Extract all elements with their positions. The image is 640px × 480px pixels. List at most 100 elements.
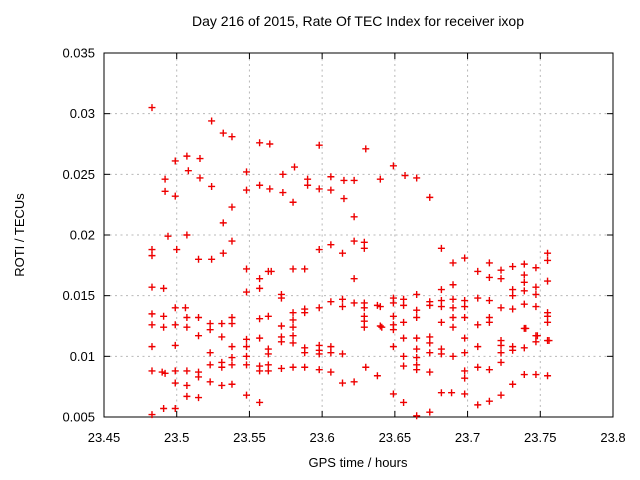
data-point-marker [360, 238, 368, 246]
data-point-marker [533, 332, 541, 340]
data-point-marker [171, 341, 179, 349]
data-point-marker [449, 295, 457, 303]
data-point-marker [171, 321, 179, 329]
data-point-marker [449, 259, 457, 267]
data-point-marker [289, 316, 297, 324]
data-point-marker [461, 334, 469, 342]
data-point-marker [461, 390, 469, 398]
data-point-marker [461, 349, 469, 357]
data-point-marker [327, 368, 335, 376]
data-point-marker [544, 249, 552, 257]
data-point-marker [474, 343, 482, 351]
data-point-marker [520, 344, 528, 352]
data-point-marker [509, 380, 517, 388]
data-point-marker [389, 312, 397, 320]
data-point-marker [474, 321, 482, 329]
data-point-marker [183, 231, 191, 239]
data-point-marker [256, 334, 264, 342]
data-point-marker [206, 361, 214, 369]
y-tick-label: 0.01 [70, 349, 95, 364]
data-point-marker [449, 304, 457, 312]
data-point-marker [315, 185, 323, 193]
data-point-marker [228, 320, 236, 328]
data-point-marker [195, 394, 203, 402]
data-point-marker [544, 277, 552, 285]
data-point-marker [243, 265, 251, 273]
data-point-marker [195, 255, 203, 263]
data-point-marker [315, 304, 323, 312]
data-point-marker [437, 350, 445, 358]
data-point-marker [413, 366, 421, 374]
data-point-marker [497, 304, 505, 312]
data-point-marker [426, 339, 434, 347]
data-point-marker [362, 363, 370, 371]
data-point-marker [148, 343, 156, 351]
data-point-marker [426, 349, 434, 357]
data-point-marker [376, 303, 384, 311]
data-point-marker [208, 117, 216, 125]
data-point-marker [315, 350, 323, 358]
data-point-marker [497, 391, 505, 399]
data-point-marker [228, 354, 236, 362]
data-point-marker [474, 401, 482, 409]
data-point-marker [266, 185, 274, 193]
data-point-marker [228, 380, 236, 388]
data-point-marker [461, 297, 469, 305]
data-point-marker [243, 391, 251, 399]
data-point-marker [304, 175, 312, 183]
data-point-marker [520, 371, 528, 379]
data-point-marker [360, 323, 368, 331]
data-point-marker [228, 314, 236, 322]
data-point-marker [160, 405, 168, 413]
data-point-marker [339, 303, 347, 311]
data-point-marker [184, 167, 192, 175]
data-point-marker [289, 198, 297, 206]
data-point-marker [206, 349, 214, 357]
y-tick-label: 0.02 [70, 228, 95, 243]
y-axis-label: ROTI / TECUs [12, 193, 27, 277]
data-point-marker [497, 341, 505, 349]
data-point-marker [400, 362, 408, 370]
data-point-marker [360, 244, 368, 252]
data-point-marker [256, 181, 264, 189]
data-point-marker [164, 232, 172, 240]
data-point-marker [277, 294, 285, 302]
data-point-marker [340, 176, 348, 184]
data-point-marker [509, 305, 517, 313]
x-tick-label: 23.65 [379, 430, 412, 445]
data-point-marker [509, 286, 517, 294]
data-point-marker [437, 297, 445, 305]
data-point-marker [228, 361, 236, 369]
data-point-marker [243, 343, 251, 351]
data-point-marker [474, 294, 482, 302]
data-point-marker [279, 170, 287, 178]
data-point-marker [426, 368, 434, 376]
data-point-marker [218, 320, 226, 328]
data-point-marker [350, 299, 358, 307]
data-point-marker [243, 168, 251, 176]
data-point-marker [461, 303, 469, 311]
data-point-marker [497, 358, 505, 366]
data-point-marker [437, 244, 445, 252]
data-point-marker [148, 367, 156, 375]
data-point-marker [183, 381, 191, 389]
data-point-marker [301, 363, 309, 371]
x-axis-label: GPS time / hours [309, 455, 408, 470]
y-tick-label: 0.025 [62, 167, 95, 182]
data-point-marker [171, 379, 179, 387]
data-point-marker [389, 162, 397, 170]
data-point-marker [289, 309, 297, 317]
x-tick-label: 23.6 [309, 430, 334, 445]
data-point-marker [545, 337, 553, 345]
data-point-marker [243, 352, 251, 360]
data-point-marker [160, 284, 168, 292]
data-point-marker [485, 397, 493, 405]
data-point-marker [461, 367, 469, 375]
data-point-marker [183, 367, 191, 375]
data-point-marker [389, 390, 397, 398]
data-point-marker [426, 408, 434, 416]
data-point-marker [401, 172, 409, 180]
data-point-marker [413, 306, 421, 314]
data-point-marker [520, 260, 528, 268]
data-point-marker [389, 343, 397, 351]
